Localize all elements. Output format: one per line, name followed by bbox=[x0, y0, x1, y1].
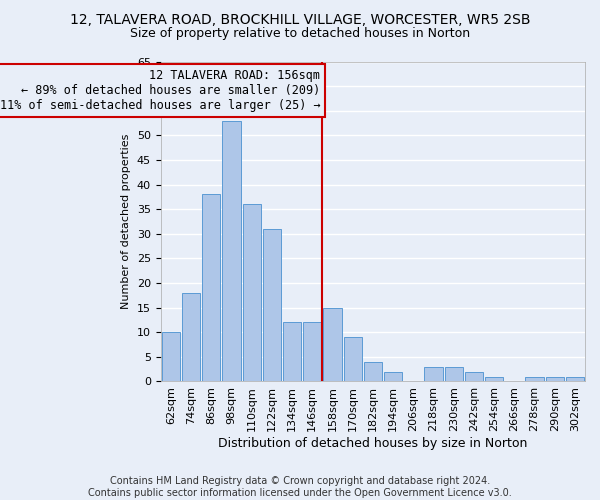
Text: Contains HM Land Registry data © Crown copyright and database right 2024.
Contai: Contains HM Land Registry data © Crown c… bbox=[88, 476, 512, 498]
X-axis label: Distribution of detached houses by size in Norton: Distribution of detached houses by size … bbox=[218, 437, 527, 450]
Text: Size of property relative to detached houses in Norton: Size of property relative to detached ho… bbox=[130, 28, 470, 40]
Bar bbox=[223, 120, 241, 382]
Bar bbox=[465, 372, 483, 382]
Bar bbox=[283, 322, 301, 382]
Bar bbox=[182, 293, 200, 382]
Bar bbox=[384, 372, 402, 382]
Bar bbox=[545, 376, 564, 382]
Bar bbox=[323, 308, 341, 382]
Text: 12 TALAVERA ROAD: 156sqm
← 89% of detached houses are smaller (209)
11% of semi-: 12 TALAVERA ROAD: 156sqm ← 89% of detach… bbox=[0, 69, 320, 112]
Bar bbox=[344, 337, 362, 382]
Bar bbox=[445, 366, 463, 382]
Bar bbox=[566, 376, 584, 382]
Bar bbox=[263, 229, 281, 382]
Y-axis label: Number of detached properties: Number of detached properties bbox=[121, 134, 131, 309]
Bar bbox=[424, 366, 443, 382]
Bar bbox=[242, 204, 261, 382]
Bar bbox=[364, 362, 382, 382]
Bar bbox=[303, 322, 322, 382]
Bar bbox=[202, 194, 220, 382]
Bar bbox=[485, 376, 503, 382]
Bar bbox=[526, 376, 544, 382]
Text: 12, TALAVERA ROAD, BROCKHILL VILLAGE, WORCESTER, WR5 2SB: 12, TALAVERA ROAD, BROCKHILL VILLAGE, WO… bbox=[70, 12, 530, 26]
Bar bbox=[162, 332, 180, 382]
